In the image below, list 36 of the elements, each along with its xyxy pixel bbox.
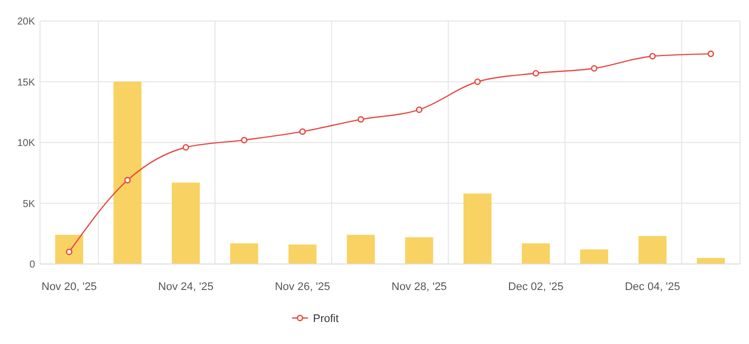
- x-tick-label: Nov 20, '25: [42, 281, 97, 293]
- point: [66, 248, 72, 256]
- bar: [464, 194, 492, 264]
- point: [649, 52, 656, 60]
- point: [240, 136, 248, 144]
- bar: [696, 258, 725, 264]
- point: [474, 78, 481, 85]
- legend-label: Profit: [313, 312, 339, 325]
- point: [182, 144, 190, 151]
- x-tick-label: Dec 02, '25: [508, 281, 564, 293]
- point: [299, 128, 306, 135]
- x-tick-label: Nov 28, '25: [392, 281, 447, 293]
- bar: [580, 249, 608, 264]
- bar: [346, 234, 375, 264]
- point: [708, 50, 714, 58]
- point: [416, 106, 422, 113]
- y-tick-label: 15K: [17, 77, 36, 88]
- y-tick-label: 20K: [17, 16, 36, 28]
- y-tick-label: 5K: [22, 198, 36, 210]
- bar: [55, 234, 84, 264]
- x-tick-label: Dec 04, '25: [624, 281, 680, 293]
- bar: [405, 237, 434, 264]
- point: [358, 116, 364, 123]
- bar: [522, 243, 550, 264]
- x-tick-label: Nov 24, '25: [158, 281, 214, 293]
- bar: [288, 244, 316, 264]
- y-tick-label: 0: [29, 260, 36, 270]
- bar: [172, 182, 200, 264]
- bar: [114, 82, 142, 264]
- bar: [230, 243, 258, 264]
- point: [124, 176, 131, 184]
- y-tick-label: 10K: [17, 138, 36, 149]
- point: [532, 70, 540, 76]
- bar: [638, 236, 666, 264]
- x-tick-label: Nov 26, '25: [274, 281, 330, 293]
- point: [590, 65, 598, 72]
